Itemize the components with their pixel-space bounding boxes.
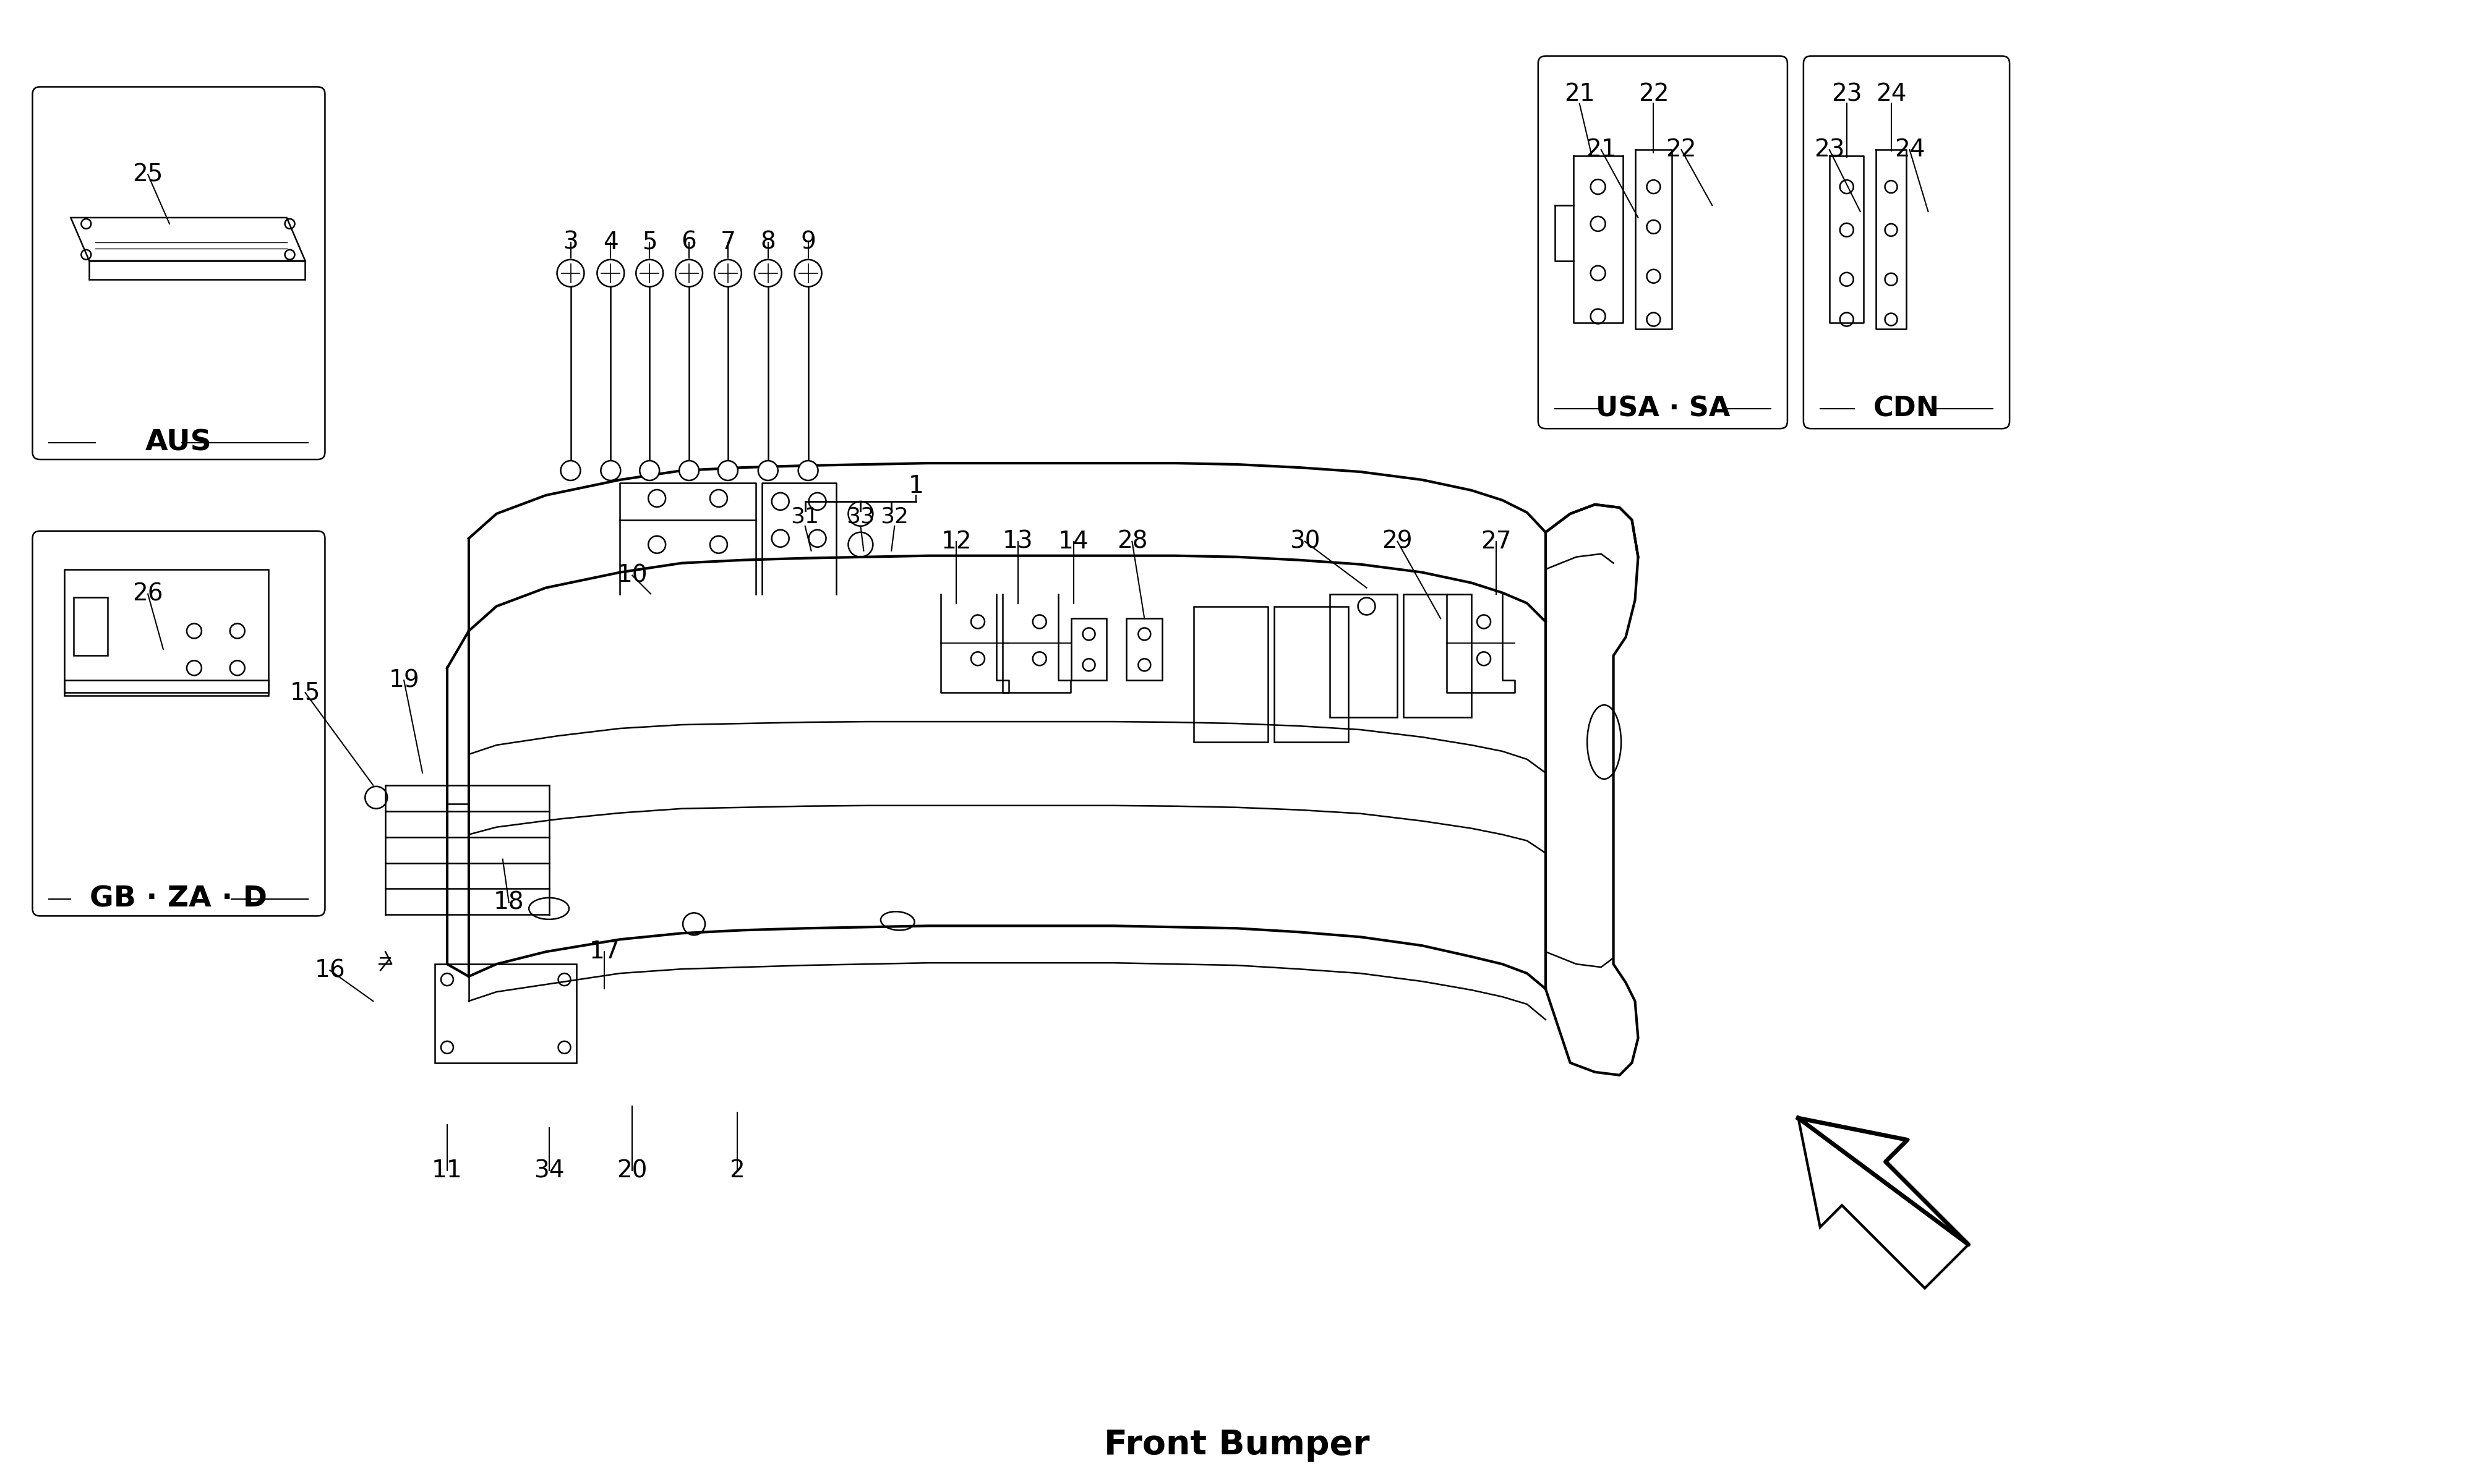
Text: 24: 24 [1875, 83, 1907, 105]
Text: 11: 11 [433, 1159, 463, 1183]
Bar [1403, 594, 1472, 717]
Circle shape [757, 460, 777, 481]
Text: 29: 29 [1383, 530, 1413, 554]
Text: 6: 6 [680, 230, 698, 254]
Circle shape [680, 460, 700, 481]
Text: AUS: AUS [146, 429, 213, 457]
Bar [1274, 607, 1348, 742]
Bar [1071, 619, 1106, 680]
Circle shape [596, 260, 623, 286]
Text: 34: 34 [534, 1159, 564, 1183]
Text: 21: 21 [1586, 138, 1616, 162]
Text: 22: 22 [1638, 83, 1670, 105]
Bar [1195, 607, 1267, 742]
Bar [1126, 619, 1163, 680]
Text: 3: 3 [564, 230, 579, 254]
Circle shape [562, 460, 581, 481]
Text: 19: 19 [388, 669, 421, 692]
Text: 21: 21 [1564, 83, 1596, 105]
Text: 33: 33 [846, 506, 876, 527]
Text: 10: 10 [616, 564, 648, 588]
Text: 18: 18 [492, 890, 524, 914]
Text: 25: 25 [134, 163, 163, 186]
Text: CDN: CDN [1873, 396, 1940, 421]
Polygon shape [1799, 1117, 1969, 1288]
Text: USA · SA: USA · SA [1596, 396, 1729, 421]
Text: 4: 4 [604, 230, 618, 254]
Text: 16: 16 [314, 959, 346, 982]
Circle shape [717, 460, 737, 481]
Circle shape [755, 260, 782, 286]
Text: 22: 22 [1665, 138, 1697, 162]
Text: 20: 20 [616, 1159, 648, 1183]
Text: 12: 12 [940, 530, 972, 554]
Circle shape [675, 260, 703, 286]
Bar [74, 597, 109, 656]
Text: 28: 28 [1116, 530, 1148, 554]
Bar [64, 570, 267, 693]
Text: 2: 2 [730, 1159, 745, 1183]
Text: 5: 5 [641, 230, 658, 254]
Text: 14: 14 [1059, 530, 1089, 554]
Text: 17: 17 [589, 939, 621, 963]
Text: 15: 15 [289, 681, 322, 705]
Circle shape [601, 460, 621, 481]
Text: 7: 7 [720, 230, 735, 254]
Text: 8: 8 [760, 230, 777, 254]
Text: 26: 26 [134, 582, 163, 605]
Text: 30: 30 [1289, 530, 1321, 554]
Text: 1: 1 [908, 475, 923, 497]
Circle shape [641, 460, 661, 481]
Circle shape [799, 460, 819, 481]
Circle shape [636, 260, 663, 286]
Bar [64, 680, 267, 696]
Text: 32: 32 [881, 506, 908, 527]
Text: 9: 9 [802, 230, 816, 254]
Text: 27: 27 [1482, 530, 1512, 554]
Bar [435, 965, 576, 1063]
Circle shape [715, 260, 742, 286]
Text: 13: 13 [1002, 530, 1034, 554]
Text: 24: 24 [1895, 138, 1925, 162]
Bar [1329, 594, 1398, 717]
Circle shape [794, 260, 821, 286]
Text: GB · ZA · D: GB · ZA · D [89, 886, 267, 913]
Text: Front Bumper: Front Bumper [1103, 1429, 1371, 1462]
Text: 23: 23 [1813, 138, 1846, 162]
Text: 23: 23 [1831, 83, 1863, 105]
Circle shape [557, 260, 584, 286]
Text: 31: 31 [792, 506, 819, 527]
